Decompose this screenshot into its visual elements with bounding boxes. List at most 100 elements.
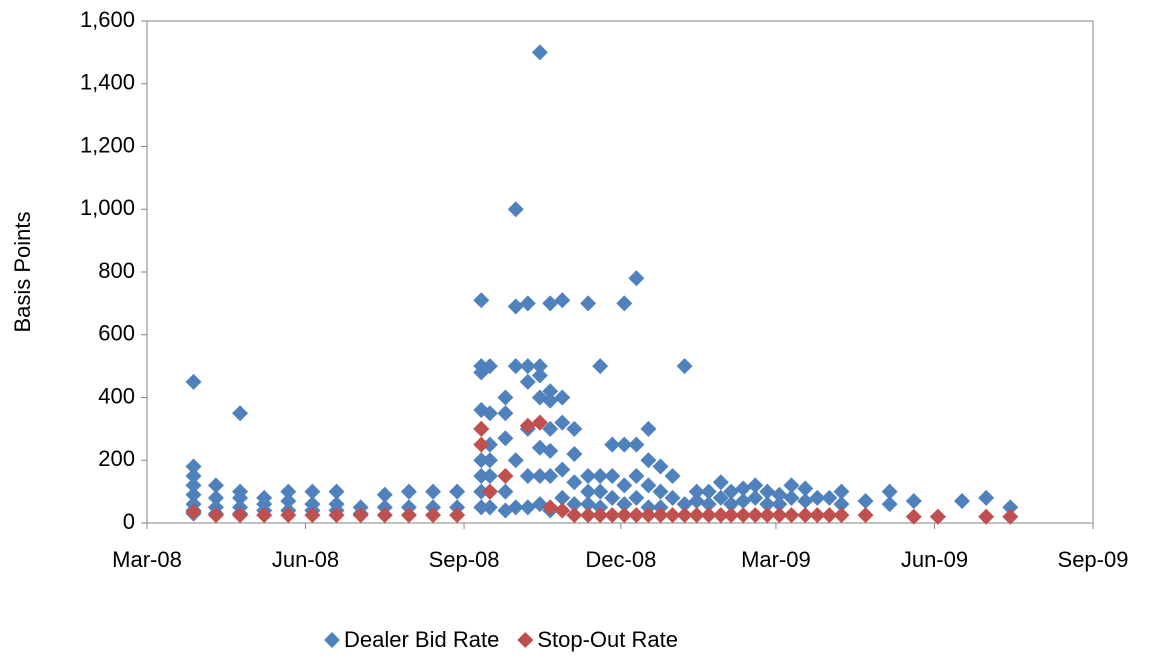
point	[473, 499, 490, 516]
point	[481, 452, 498, 469]
point	[554, 389, 571, 406]
point	[797, 507, 814, 524]
point	[616, 295, 633, 312]
y-axis-label: Basis Points	[10, 211, 35, 332]
point	[604, 507, 621, 524]
point	[616, 507, 633, 524]
point	[857, 507, 874, 524]
point	[507, 201, 524, 218]
point	[580, 496, 597, 513]
point	[664, 489, 681, 506]
point	[723, 507, 740, 524]
point	[640, 507, 657, 524]
point	[185, 477, 202, 494]
point	[604, 436, 621, 453]
point	[352, 507, 369, 524]
y-tick-label: 1,000	[80, 195, 135, 220]
y-tick-label: 800	[98, 258, 135, 283]
point	[449, 483, 466, 500]
x-tick-label: Sep-08	[429, 547, 500, 572]
point	[771, 507, 788, 524]
point	[688, 493, 705, 510]
point	[542, 295, 559, 312]
point	[531, 358, 548, 375]
y-tick-label: 400	[98, 383, 135, 408]
point	[881, 496, 898, 513]
point	[304, 507, 321, 524]
point	[328, 507, 345, 524]
point	[497, 483, 514, 500]
point	[735, 480, 752, 497]
legend-label: Dealer Bid Rate	[344, 627, 499, 652]
point	[640, 452, 657, 469]
y-tick-label: 200	[98, 446, 135, 471]
point	[712, 474, 729, 491]
point	[425, 507, 442, 524]
point	[759, 483, 776, 500]
point	[497, 502, 514, 519]
point	[207, 489, 224, 506]
point	[507, 358, 524, 375]
point	[566, 474, 583, 491]
point	[507, 298, 524, 315]
point	[473, 420, 490, 437]
point	[628, 507, 645, 524]
x-tick-label: Sep-09	[1058, 547, 1129, 572]
point	[723, 483, 740, 500]
point	[473, 292, 490, 309]
point	[497, 405, 514, 422]
point	[905, 493, 922, 510]
point	[783, 477, 800, 494]
point	[723, 496, 740, 513]
x-tick-label: Dec-08	[585, 547, 656, 572]
point	[519, 358, 536, 375]
point	[473, 436, 490, 453]
point	[185, 458, 202, 475]
point	[592, 467, 609, 484]
point	[821, 489, 838, 506]
point	[735, 507, 752, 524]
point	[833, 507, 850, 524]
point	[1002, 499, 1019, 516]
point	[473, 483, 490, 500]
point	[497, 467, 514, 484]
point	[304, 483, 321, 500]
point	[542, 467, 559, 484]
point	[640, 477, 657, 494]
point	[652, 483, 669, 500]
point	[700, 496, 717, 513]
point	[833, 496, 850, 513]
point	[280, 493, 297, 510]
point	[929, 508, 946, 525]
point	[809, 489, 826, 506]
point	[519, 467, 536, 484]
point	[978, 508, 995, 525]
point	[712, 507, 729, 524]
point	[554, 292, 571, 309]
point	[400, 483, 417, 500]
point	[554, 414, 571, 431]
point	[628, 270, 645, 287]
point	[580, 483, 597, 500]
point	[978, 489, 995, 506]
point	[207, 477, 224, 494]
point	[712, 489, 729, 506]
point	[664, 507, 681, 524]
x-tick-label: Jun-09	[901, 547, 968, 572]
point	[747, 507, 764, 524]
legend-marker	[324, 632, 340, 648]
point	[425, 483, 442, 500]
point	[256, 507, 273, 524]
point	[628, 436, 645, 453]
legend-marker	[517, 632, 534, 648]
point	[185, 486, 202, 503]
point	[400, 507, 417, 524]
point	[207, 507, 224, 524]
point	[676, 358, 693, 375]
point	[676, 507, 693, 524]
point	[507, 499, 524, 516]
point	[232, 405, 249, 422]
point	[531, 414, 548, 431]
point	[735, 493, 752, 510]
point	[771, 486, 788, 503]
